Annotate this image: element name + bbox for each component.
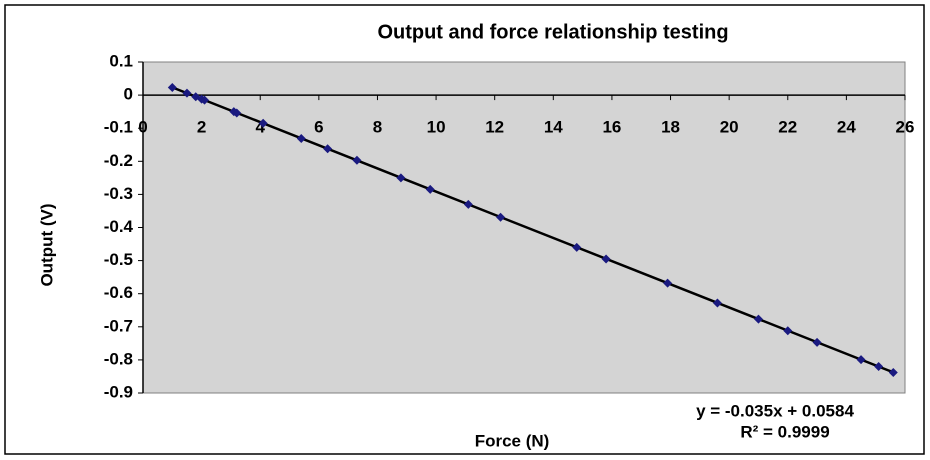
data-point	[712, 298, 722, 308]
data-point	[323, 144, 333, 154]
trendline-equation: y = -0.035x + 0.0584	[696, 401, 854, 420]
data-point	[182, 88, 192, 98]
y-axis-label: Output (V)	[37, 203, 56, 286]
data-point	[663, 278, 673, 288]
r-squared: R² = 0.9999	[740, 422, 829, 441]
y-tick-label: -0.6	[104, 283, 133, 302]
data-point	[296, 133, 306, 143]
x-tick-label: 12	[485, 118, 504, 137]
data-point	[463, 199, 473, 209]
x-tick-label: 14	[544, 118, 563, 137]
x-tick-label: 10	[427, 118, 446, 137]
x-tick-label: 26	[896, 118, 915, 137]
y-tick-label: 0	[124, 85, 133, 104]
y-tick-label: -0.5	[104, 250, 133, 269]
y-tick-label: -0.3	[104, 184, 133, 203]
data-point	[258, 118, 268, 128]
data-point	[753, 314, 763, 324]
data-point	[496, 212, 506, 222]
data-point	[812, 337, 822, 347]
x-tick-label: 24	[837, 118, 856, 137]
data-point	[856, 355, 866, 365]
y-tick-label: -0.9	[104, 382, 133, 401]
data-point	[200, 95, 210, 105]
x-tick-label: 2	[197, 118, 206, 137]
y-tick-label: -0.4	[104, 217, 134, 236]
x-axis-label: Force (N)	[475, 431, 550, 450]
y-tick-label: -0.1	[104, 118, 133, 137]
data-point	[874, 362, 884, 372]
data-point	[232, 108, 242, 118]
data-point	[888, 367, 898, 377]
data-point	[783, 326, 793, 336]
x-tick-label: 4	[255, 118, 265, 137]
data-point	[352, 155, 362, 165]
data-point	[572, 242, 582, 252]
y-tick-label: -0.8	[104, 349, 133, 368]
trendline	[171, 86, 894, 374]
x-tick-label: 20	[720, 118, 739, 137]
x-tick-label: 22	[778, 118, 797, 137]
data-point	[425, 184, 435, 194]
x-tick-label: 8	[373, 118, 382, 137]
data-point	[167, 82, 177, 92]
x-tick-label: 0	[138, 118, 147, 137]
data-point	[601, 254, 611, 264]
y-tick-label: -0.7	[104, 316, 133, 335]
chart-title: Output and force relationship testing	[377, 21, 728, 43]
y-tick-label: -0.2	[104, 151, 133, 170]
x-tick-label: 16	[602, 118, 621, 137]
data-point	[396, 173, 406, 183]
y-tick-label: 0.1	[109, 51, 133, 70]
x-tick-label: 18	[661, 118, 680, 137]
x-tick-label: 6	[314, 118, 323, 137]
